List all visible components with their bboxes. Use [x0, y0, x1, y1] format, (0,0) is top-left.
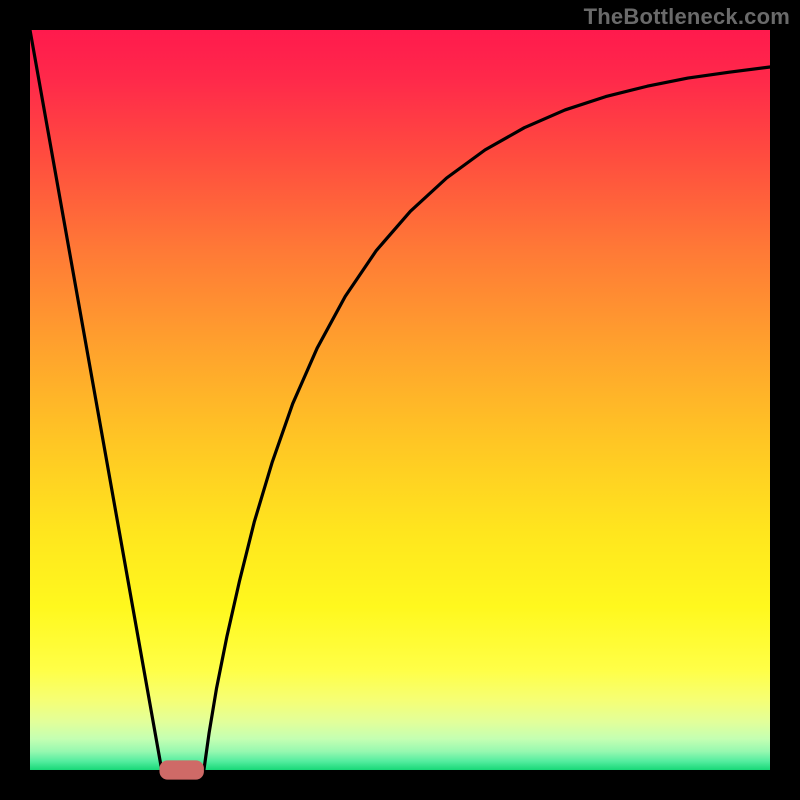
chart-container: TheBottleneck.com: [0, 0, 800, 800]
valley-marker: [160, 760, 204, 779]
bottleneck-chart: [0, 0, 800, 800]
watermark-text: TheBottleneck.com: [584, 4, 790, 30]
